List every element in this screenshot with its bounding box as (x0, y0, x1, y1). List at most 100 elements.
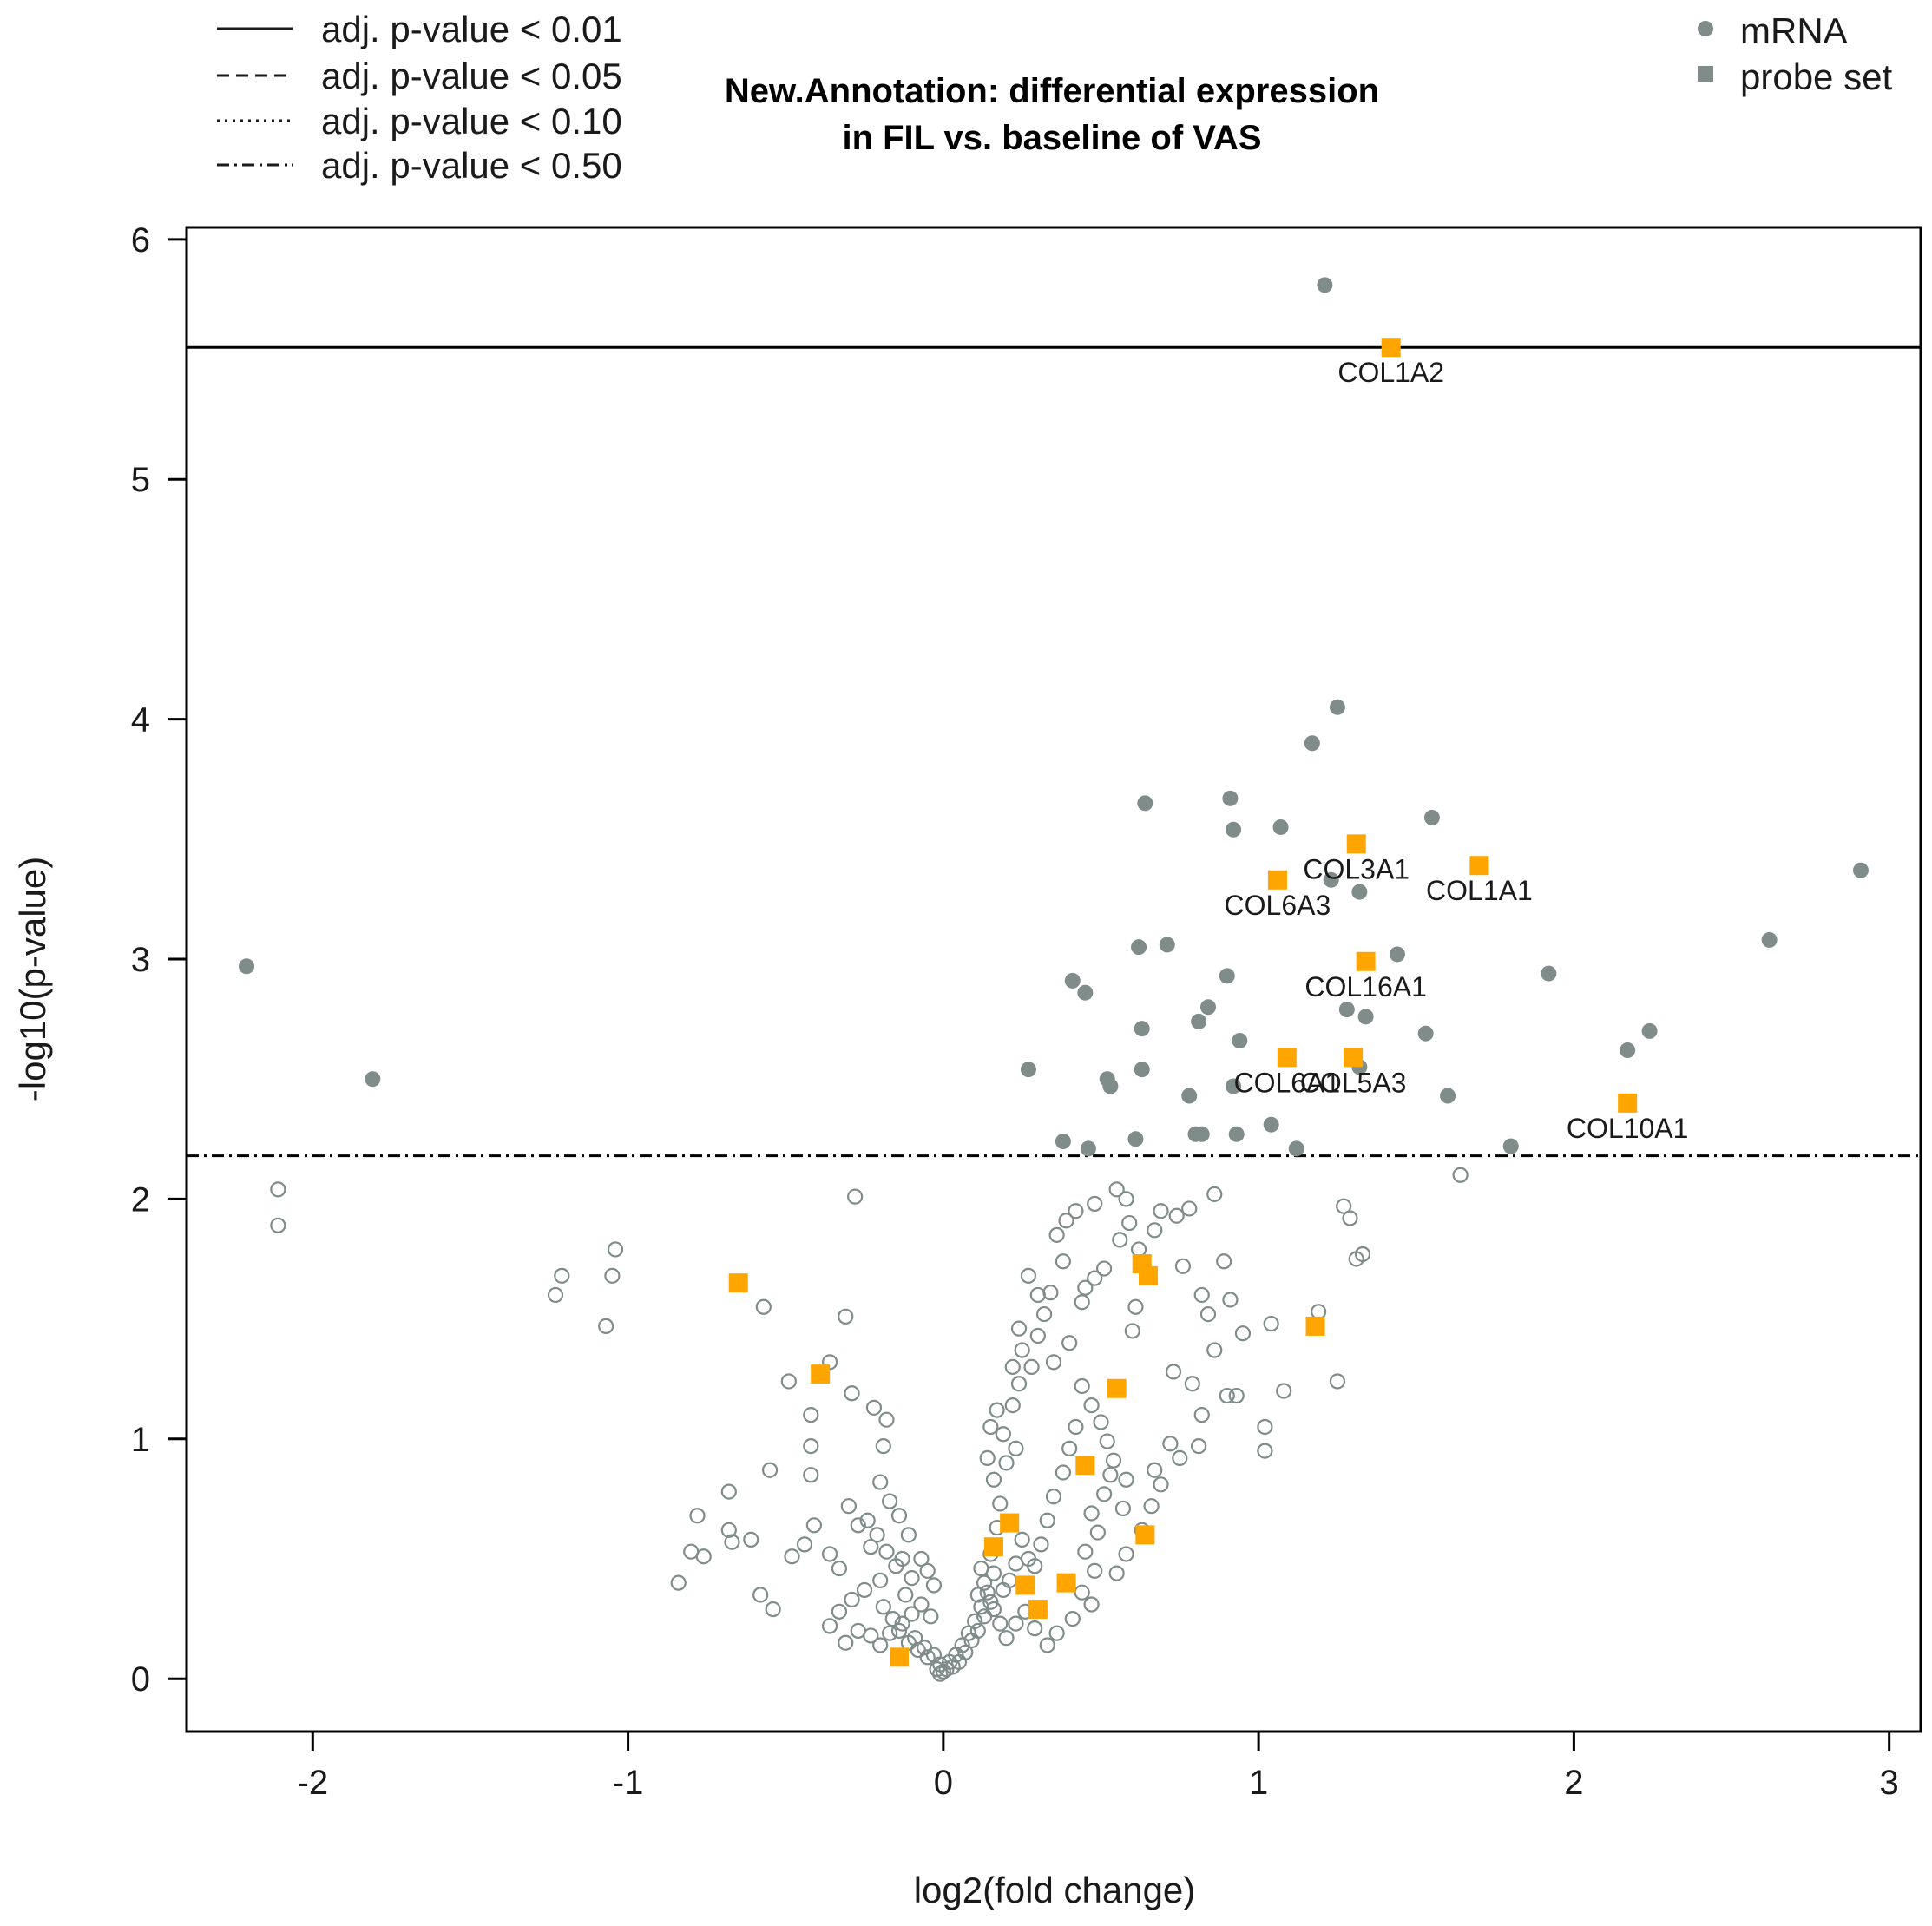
open-point (755, 1298, 772, 1315)
open-point (859, 1512, 876, 1528)
open-point (1222, 1292, 1239, 1308)
open-point (1045, 1354, 1062, 1371)
mrna-point (1181, 1088, 1198, 1104)
open-point (982, 1594, 999, 1610)
threshold-legend: adj. p-value < 0.01 adj. p-value < 0.05 … (217, 9, 622, 186)
open-point (985, 1471, 1002, 1488)
probe-set-point (983, 1537, 1003, 1557)
open-point (1083, 1397, 1100, 1414)
x-axis-label: log2(fold change) (914, 1870, 1196, 1910)
open-point (992, 1495, 1009, 1512)
open-point (1228, 1387, 1245, 1404)
probe-set-point (1267, 870, 1287, 890)
open-point (554, 1267, 570, 1284)
open-point (1033, 1536, 1049, 1553)
y-tick-label: 1 (131, 1421, 150, 1459)
open-point (1008, 1555, 1024, 1572)
gene-label-col10a1: COL10A1 (1567, 1113, 1689, 1144)
x-tick-label: 2 (1564, 1764, 1583, 1802)
mrna-point (1329, 699, 1345, 715)
probe-set-point (728, 1273, 748, 1293)
mrna-point (1228, 1126, 1245, 1142)
open-point (1193, 1286, 1210, 1304)
open-point (1048, 1226, 1065, 1243)
open-point (1014, 1342, 1030, 1358)
open-point (1257, 1443, 1273, 1459)
gene-label-col5a3: COL5A3 (1300, 1067, 1407, 1098)
open-point (1058, 1213, 1074, 1229)
open-point (1193, 1407, 1210, 1423)
open-point (998, 1630, 1015, 1647)
open-point (863, 1627, 879, 1644)
open-point (1191, 1437, 1207, 1455)
open-point (724, 1534, 740, 1550)
open-point (1118, 1191, 1134, 1207)
mrna-point (1423, 809, 1440, 825)
probe-set-points (728, 338, 1638, 1667)
y-axis: 0 1 2 3 4 5 6 (131, 221, 187, 1699)
open-point (1010, 1376, 1028, 1392)
gene-label-col3a1: COL3A1 (1303, 853, 1410, 884)
open-point (838, 1634, 854, 1651)
open-point (875, 1437, 891, 1455)
open-point (765, 1601, 781, 1618)
mrna-point (1191, 1013, 1207, 1029)
open-point (863, 1539, 879, 1555)
y-tick-label: 4 (131, 701, 150, 740)
open-point (1165, 1364, 1182, 1380)
open-point (1143, 1498, 1160, 1515)
mrna-point (1304, 735, 1320, 752)
probe-set-point (1000, 1513, 1020, 1533)
open-point (881, 1625, 898, 1641)
open-point (995, 1426, 1011, 1443)
mrna-point (1440, 1088, 1456, 1104)
chart-title-line-2: in FIL vs. baseline of VAS (842, 119, 1261, 157)
open-point (270, 1217, 286, 1233)
gene-label-col1a2: COL1A2 (1337, 357, 1444, 388)
open-point (904, 1606, 920, 1622)
open-point (821, 1618, 838, 1634)
open-point (985, 1565, 1002, 1581)
open-point (1105, 1452, 1122, 1469)
open-point (869, 1527, 885, 1543)
x-tick-label: -1 (613, 1764, 644, 1802)
open-point (1118, 1546, 1134, 1562)
open-point (925, 1577, 943, 1594)
open-point (598, 1318, 614, 1334)
open-point (982, 1418, 999, 1436)
open-point (1077, 1543, 1094, 1560)
open-point (1102, 1467, 1119, 1483)
probe-set-point (1056, 1573, 1076, 1593)
open-point (1121, 1214, 1138, 1232)
open-point (270, 1181, 286, 1198)
gene-label-col1a1: COL1A1 (1426, 875, 1533, 906)
mrna-point (1317, 277, 1333, 293)
open-point (1219, 1387, 1235, 1404)
probe-set-point (1107, 1378, 1127, 1398)
open-point (1147, 1222, 1163, 1239)
open-point (1147, 1462, 1163, 1478)
open-circle-points (270, 1167, 1469, 1682)
open-point (1127, 1298, 1144, 1315)
mrna-point (1357, 1009, 1374, 1025)
open-point (976, 1574, 993, 1591)
open-point (1257, 1418, 1273, 1436)
open-point (1234, 1325, 1252, 1342)
open-point (888, 1558, 904, 1574)
mrna-point (1232, 1032, 1248, 1048)
open-point (805, 1517, 823, 1534)
open-point (1048, 1625, 1065, 1641)
legend-label-050: adj. p-value < 0.50 (321, 145, 622, 186)
open-point (796, 1536, 813, 1553)
mrna-point (239, 958, 255, 975)
open-point (840, 1498, 857, 1515)
mrna-point (1055, 1134, 1071, 1150)
open-point (695, 1548, 712, 1565)
open-point (720, 1522, 737, 1538)
open-point (998, 1455, 1015, 1471)
open-point (881, 1493, 898, 1509)
open-point (872, 1474, 889, 1490)
mrna-point (1222, 790, 1239, 806)
open-point (967, 1613, 983, 1629)
x-tick-label: 3 (1880, 1764, 1899, 1802)
